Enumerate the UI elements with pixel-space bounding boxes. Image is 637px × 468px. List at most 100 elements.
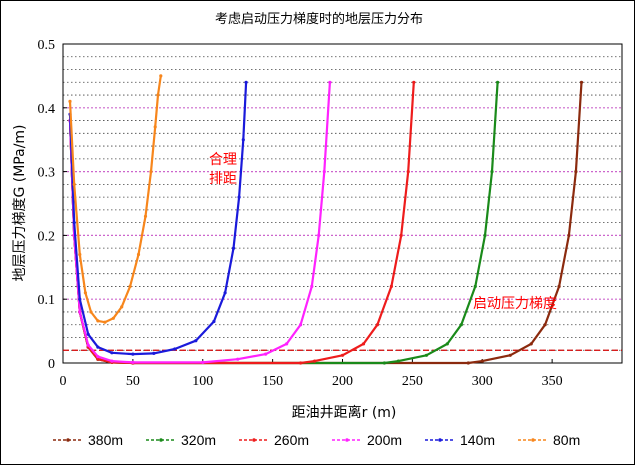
data-point [223,291,227,295]
data-point [212,319,216,324]
data-point [579,80,584,84]
data-point [120,305,124,309]
y-tick-label: 0.3 [38,166,56,181]
y-axis-label: 地层压力梯度G (MPa/m) [12,124,28,281]
series-line [68,82,583,365]
data-point [72,221,76,225]
series-380m [68,80,584,365]
data-point [103,320,107,324]
chart-title: 考虑启动压力梯度时的地层压力分布 [215,11,423,27]
data-point [68,99,72,103]
data-point [459,323,463,327]
x-tick-label: 300 [472,374,493,389]
data-point [328,80,332,84]
y-tick-label: 0.4 [38,102,56,117]
x-axis-label: 距油井距离r (m) [292,404,397,421]
data-point [131,360,135,364]
data-point [483,233,487,237]
series-80m [68,74,163,324]
data-point [244,80,248,84]
data-point [110,359,114,363]
data-point [399,233,403,237]
data-point [152,351,156,355]
data-point [299,361,303,365]
data-point [299,323,303,327]
data-point [241,138,245,142]
legend-label: 320m [181,432,216,448]
x-tick-label: 50 [126,374,140,389]
data-point [96,355,100,359]
legend-label: 380m [88,432,123,448]
x-axis: 0 50 100 150 200 250 300 350 [60,359,563,389]
y-axis: 0 0.1 0.2 0.3 0.4 0.5 [38,38,67,372]
data-point [557,284,561,288]
data-point [340,353,345,357]
x-tick-label: 0 [60,374,67,389]
data-point [236,357,240,361]
y-tick-label: 0.2 [38,229,56,244]
y-tick-label: 0.1 [38,293,56,308]
annotation-reasonable-spacing-line1: 合理 [209,152,237,168]
data-point [543,323,547,327]
data-point [111,316,115,320]
data-point [173,347,177,351]
data-point [78,252,82,257]
series-line [68,75,162,324]
legend-marker [66,438,70,442]
data-point [128,284,132,288]
data-point [86,343,90,347]
data-point [389,284,393,288]
data-point [490,170,494,174]
data-point [153,125,157,129]
legend-marker [531,438,535,442]
data-point [406,170,410,174]
data-point [574,170,578,174]
x-tick-label: 350 [542,374,563,389]
annotation-threshold-label: 启动压力梯度 [473,296,557,312]
data-point [110,351,114,355]
data-point [201,360,205,364]
grid [63,56,622,351]
annotation-reasonable-spacing-line2: 排距 [209,171,237,187]
legend-label: 140m [460,432,495,448]
legend-marker [159,438,163,442]
series-line [68,82,415,365]
data-point [424,353,428,357]
data-point [194,339,198,343]
legend-label: 80m [553,432,580,448]
data-point [159,74,163,78]
data-point [375,323,379,327]
data-point [473,284,477,288]
x-tick-label: 200 [332,374,353,389]
data-point [396,359,400,363]
data-point [317,233,321,237]
data-point [78,297,82,301]
legend-marker [438,438,442,442]
data-point [529,342,533,346]
data-point [83,291,87,295]
data-point [382,361,386,365]
series-line [68,82,331,364]
series-layer [68,74,584,365]
x-tick-label: 250 [402,374,423,389]
x-tick-label: 150 [262,374,283,389]
y-tick-label: 0 [48,357,55,372]
data-point [264,352,268,356]
data-point [322,170,326,174]
data-point [136,252,141,257]
data-point [156,93,160,97]
data-point [231,246,236,250]
data-point [285,342,289,346]
series-140m [68,80,248,356]
legend-label: 260m [274,432,309,448]
data-point [89,310,93,314]
data-point [445,342,449,346]
data-point [412,80,416,84]
data-point [313,359,317,363]
series-line [68,82,248,356]
data-point [310,284,314,288]
data-point [131,352,135,356]
data-point [237,195,241,199]
